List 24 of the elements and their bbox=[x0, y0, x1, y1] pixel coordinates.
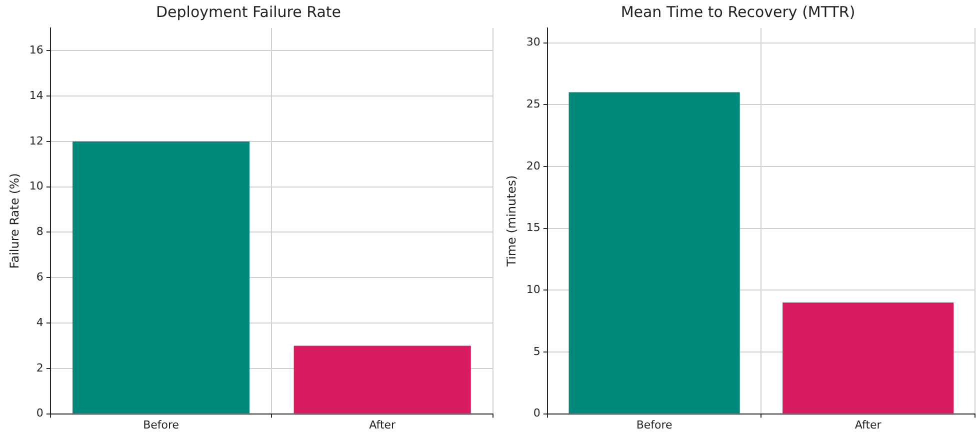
y-tick-label: 30 bbox=[526, 36, 540, 49]
y-tick-label: 20 bbox=[526, 159, 540, 172]
y-axis-title: Time (minutes) bbox=[504, 175, 518, 268]
y-tick-label: 14 bbox=[29, 88, 44, 102]
y-tick-label: 8 bbox=[36, 225, 44, 238]
y-tick-label: 16 bbox=[29, 44, 44, 57]
y-axis-title: Failure Rate (%) bbox=[7, 173, 22, 269]
y-tick-label: 2 bbox=[36, 361, 44, 374]
y-tick-label: 0 bbox=[36, 406, 44, 420]
y-tick-label: 0 bbox=[533, 406, 540, 420]
x-tick-label: Before bbox=[143, 418, 180, 432]
chart-title: Mean Time to Recovery (MTTR) bbox=[620, 2, 856, 21]
y-tick-label: 10 bbox=[526, 283, 540, 296]
chart-title: Deployment Failure Rate bbox=[156, 2, 342, 21]
y-tick-label: 10 bbox=[29, 180, 44, 193]
x-tick-label: After bbox=[854, 418, 882, 432]
x-tick-label: After bbox=[369, 418, 396, 432]
y-tick-label: 25 bbox=[526, 98, 540, 111]
y-tick-label: 6 bbox=[36, 270, 44, 284]
y-tick-label: 4 bbox=[36, 316, 44, 329]
y-tick-label: 5 bbox=[533, 344, 540, 358]
x-tick-label: Before bbox=[636, 418, 673, 432]
y-tick-label: 15 bbox=[526, 221, 540, 234]
y-tick-label: 12 bbox=[29, 134, 44, 148]
